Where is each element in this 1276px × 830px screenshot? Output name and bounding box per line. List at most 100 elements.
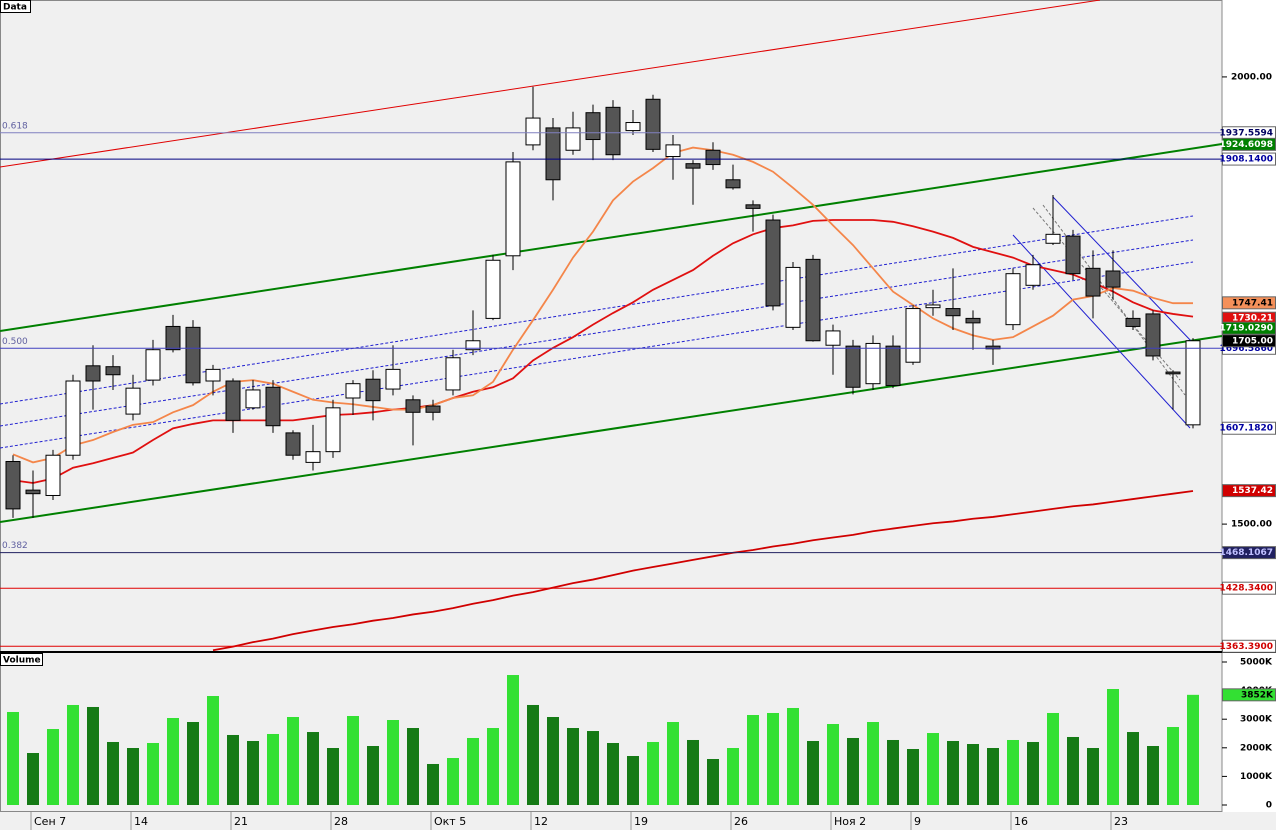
candle-body: [145, 349, 161, 381]
volume-bar: [367, 745, 379, 805]
candle-body: [785, 266, 801, 328]
volume-bar: [27, 753, 39, 805]
fib-label: 0.618: [2, 121, 28, 131]
candle-body: [225, 380, 241, 421]
volume-bar: [607, 742, 619, 805]
y-tick-label: 1000K: [1240, 772, 1273, 782]
volume-bar: [727, 748, 739, 805]
volume-bar: [127, 748, 139, 805]
volume-bar: [7, 711, 19, 805]
volume-bar: [147, 742, 159, 805]
price-marker-label: 1937.5594: [1219, 128, 1273, 138]
candle-body: [405, 399, 421, 413]
x-tick-label: 23: [1114, 815, 1128, 828]
candle-body: [365, 378, 381, 402]
candle-body: [325, 407, 341, 453]
volume-bar: [387, 720, 399, 805]
candle-body: [1165, 371, 1181, 375]
volume-bar: [467, 737, 479, 805]
price-marker-label: 1747.41: [1232, 298, 1273, 308]
x-tick-label: 28: [334, 815, 348, 828]
x-tick-label: 19: [634, 815, 648, 828]
candle-body: [805, 258, 821, 342]
candle-body: [1185, 340, 1201, 426]
price-marker-label: 1924.6098: [1219, 140, 1273, 150]
volume-bar: [707, 759, 719, 805]
candle-body: [745, 204, 761, 209]
moving-average: [12, 146, 1193, 464]
volume-bar: [427, 763, 439, 805]
candle-body: [205, 368, 221, 382]
volume-bar: [287, 716, 299, 805]
price-marker-label: 3852K: [1241, 690, 1274, 700]
volume-bar: [347, 715, 359, 805]
candle-body: [545, 127, 561, 181]
volume-bar: [627, 756, 639, 805]
candle-body: [245, 389, 261, 409]
volume-bar: [487, 728, 499, 805]
x-tick-label: 21: [234, 815, 248, 828]
candle-body: [725, 179, 741, 189]
volume-bar: [167, 718, 179, 805]
fib-label: 0.382: [2, 541, 28, 551]
trend-line: [0, 0, 1101, 168]
price-marker-label: 1705.00: [1232, 336, 1273, 346]
volume-bar: [827, 724, 839, 805]
price-marker-label: 1468.1067: [1219, 548, 1273, 558]
candle-body: [765, 219, 781, 307]
candle-body: [985, 345, 1001, 350]
volume-bar: [547, 716, 559, 805]
candle-body: [445, 357, 461, 391]
volume-bar: [687, 739, 699, 805]
volume-bar: [647, 741, 659, 805]
candle-body: [5, 460, 21, 510]
volume-bar: [907, 749, 919, 805]
candle-body: [45, 454, 61, 496]
price-marker-label: 1908.1400: [1219, 155, 1273, 165]
candle-body: [885, 345, 901, 386]
candle-body: [185, 326, 201, 384]
panel-title: Data: [3, 3, 27, 13]
y-tick-label: 5000K: [1240, 658, 1273, 668]
price-marker-label: 1730.21: [1232, 314, 1273, 324]
price-marker-label: 1696.5860: [1219, 344, 1273, 354]
candle-body: [665, 144, 681, 158]
volume-bar: [47, 729, 59, 805]
y-tick-label: 2000.00: [1231, 72, 1272, 82]
trend-line: [0, 261, 1194, 449]
x-tick-label: 16: [1014, 815, 1028, 828]
volume-bar: [447, 758, 459, 805]
volume-bar: [807, 740, 819, 805]
candle-body: [25, 489, 41, 495]
candle-body: [385, 368, 401, 390]
volume-bar: [527, 704, 539, 805]
volume-bar: [847, 737, 859, 805]
trend-line: [1042, 204, 1186, 396]
volume-bar: [987, 748, 999, 805]
volume-bar: [667, 722, 679, 805]
candle-body: [685, 163, 701, 169]
y-tick-label: 2000K: [1240, 743, 1273, 753]
candle-body: [645, 98, 661, 150]
candle-body: [585, 112, 601, 141]
y-tick-label: 3000K: [1240, 715, 1273, 725]
candle-body: [345, 383, 361, 399]
candle-body: [305, 451, 321, 463]
candle-body: [165, 325, 181, 351]
candle-body: [965, 317, 981, 324]
price-marker-label: 1607.1820: [1219, 424, 1273, 434]
candle-body: [105, 366, 121, 376]
volume-bar: [1007, 739, 1019, 805]
x-tick-label: 26: [734, 815, 748, 828]
volume-bar: [227, 734, 239, 805]
volume-bar: [567, 728, 579, 805]
price-marker-label: 1537.42: [1232, 486, 1273, 496]
volume-bar: [1107, 689, 1119, 805]
volume-bar: [307, 732, 319, 805]
candle-body: [125, 387, 141, 415]
candle-body: [905, 308, 921, 363]
candle-body: [1085, 267, 1101, 297]
x-tick-label: 12: [534, 815, 548, 828]
volume-bar: [1167, 727, 1179, 805]
